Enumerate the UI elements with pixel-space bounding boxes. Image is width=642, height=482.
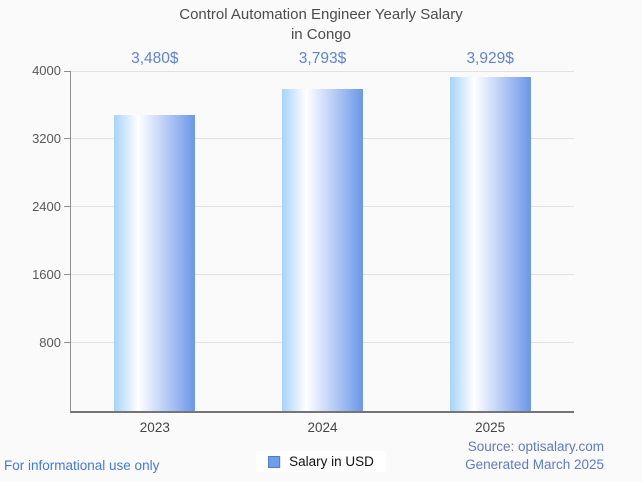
legend-label: Salary in USD [289, 454, 374, 469]
plot-area: 800 1600 2400 3200 4000 3,480$ 2023 3,793$ 2024 3… [32, 50, 574, 435]
chart-title-line2: in Congo [290, 26, 352, 44]
source-attribution: Source: optisalary.com Generated March 2… [465, 438, 604, 473]
chart-title: Control Automation Engineer Yearly Salar… [0, 5, 642, 46]
x-axis-label-2023: 2023 [139, 420, 170, 435]
y-axis-tick-3200 [64, 138, 71, 139]
chart-title-line1: Control Automation Engineer Yearly Salar… [179, 6, 463, 23]
y-axis-label-4000: 4000 [32, 63, 61, 78]
y-axis-label-1600: 1600 [32, 267, 61, 282]
y-axis-tick-4000 [64, 71, 71, 72]
legend[interactable]: Salary in USD [256, 451, 386, 472]
y-axis-tick-1600 [64, 274, 71, 275]
y-axis-label-800: 800 [39, 335, 61, 350]
source-line[interactable]: Source: optisalary.com [467, 439, 604, 455]
value-label-2024: 3,793$ [298, 50, 347, 67]
gridline-4000 [71, 71, 574, 72]
bar-2025[interactable] [449, 77, 531, 411]
value-label-2023: 3,480$ [131, 50, 179, 67]
x-axis-label-2025: 2025 [475, 420, 506, 435]
value-label-2025: 3,929$ [466, 50, 514, 67]
generated-line: Generated March 2025 [465, 456, 604, 472]
bar-2024[interactable] [282, 88, 363, 411]
y-axis-tick-800 [64, 342, 71, 343]
disclaimer-note: For informational use only [4, 458, 160, 473]
y-axis-tick-2400 [64, 206, 71, 207]
y-axis-label-3200: 3200 [32, 131, 61, 146]
bar-2023[interactable] [114, 115, 196, 411]
x-axis-label-2024: 2024 [307, 420, 338, 435]
y-axis-label-2400: 2400 [32, 199, 61, 214]
legend-swatch-icon [268, 455, 281, 468]
